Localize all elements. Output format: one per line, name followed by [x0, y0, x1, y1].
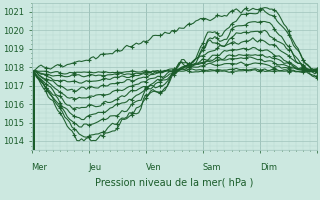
Text: Dim: Dim	[260, 163, 277, 172]
Text: Sam: Sam	[203, 163, 221, 172]
X-axis label: Pression niveau de la mer( hPa ): Pression niveau de la mer( hPa )	[95, 177, 253, 187]
Text: Ven: Ven	[146, 163, 162, 172]
Text: Jeu: Jeu	[89, 163, 102, 172]
Text: Mer: Mer	[32, 163, 48, 172]
